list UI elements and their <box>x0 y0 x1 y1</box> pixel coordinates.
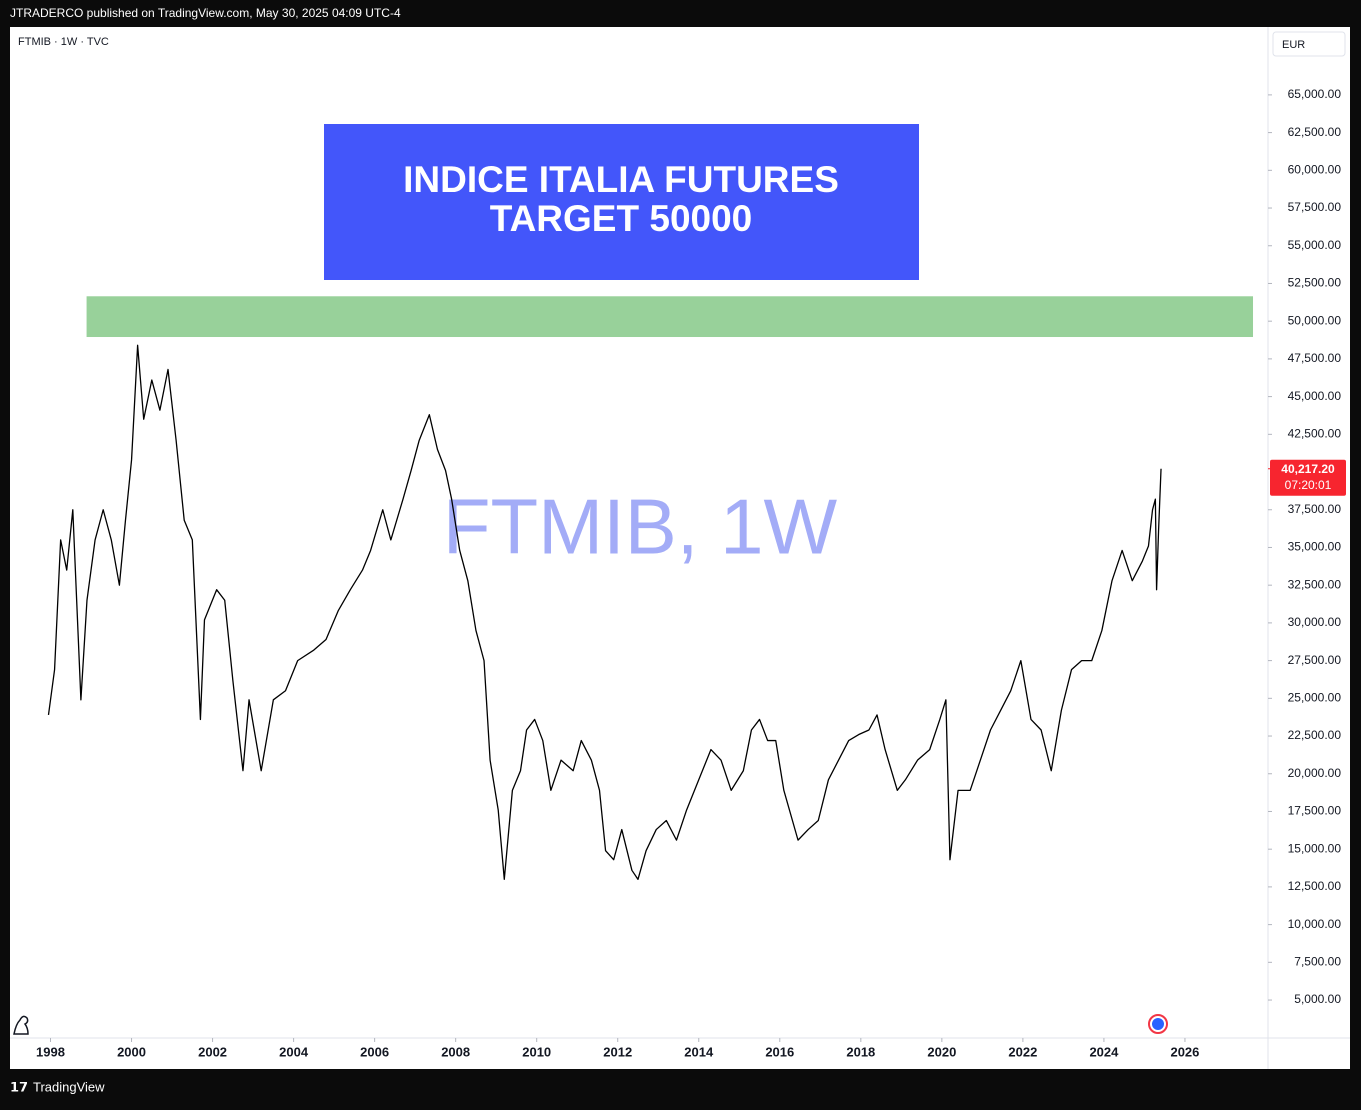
x-tick-label: 2000 <box>117 1044 146 1059</box>
globe-inner <box>1152 1018 1164 1030</box>
y-tick-label: 27,500.00 <box>1288 653 1342 667</box>
plot: 5,000.00 7,500.00 10,000.00 12,500.00 15,000… <box>36 87 1346 1059</box>
y-tick-label: 25,000.00 <box>1288 690 1342 704</box>
y-tick-label: 20,000.00 <box>1288 766 1342 780</box>
x-tick-label: 2020 <box>927 1044 956 1059</box>
y-tick-label: 62,500.00 <box>1288 125 1342 139</box>
currency-box[interactable] <box>1272 31 1346 57</box>
tv-logo-icon <box>13 1015 29 1035</box>
x-tick-label: 2004 <box>279 1044 309 1059</box>
y-tick-label: 47,500.00 <box>1288 351 1342 365</box>
target-zone <box>86 296 1254 338</box>
y-tick-label: 37,500.00 <box>1288 502 1342 516</box>
x-tick-label: 2026 <box>1170 1044 1199 1059</box>
y-tick-label: 45,000.00 <box>1288 389 1342 403</box>
banner-text: INDICE ITALIA FUTURES <box>403 159 839 200</box>
x-tick-label: 2018 <box>846 1044 875 1059</box>
y-tick-label: 60,000.00 <box>1288 162 1342 176</box>
globe-icon[interactable] <box>1148 1014 1168 1034</box>
x-tick-label: 2008 <box>441 1044 470 1059</box>
watermark: FTMIB, 1W <box>443 483 838 571</box>
y-tick-label: 5,000.00 <box>1294 992 1341 1006</box>
x-tick-label: 1998 <box>36 1044 65 1059</box>
y-tick-label: 10,000.00 <box>1288 917 1342 931</box>
logo-shape <box>13 1015 29 1035</box>
x-tick-label: 2014 <box>684 1044 714 1059</box>
y-tick-label: 35,000.00 <box>1288 540 1342 554</box>
last-price-tag <box>1270 459 1346 496</box>
banner-text: TARGET 50000 <box>490 198 753 239</box>
symbol-header: FTMIB · 1W · TVC <box>18 36 109 48</box>
last-price-label: 40,217.20 <box>1281 462 1335 476</box>
x-tick-label: 2016 <box>765 1044 794 1059</box>
y-tick-label: 32,500.00 <box>1288 577 1342 591</box>
x-tick-label: 2006 <box>360 1044 389 1059</box>
y-tick-label: 12,500.00 <box>1288 879 1342 893</box>
tv-mark: 𝟭𝟳 <box>10 1079 28 1094</box>
y-tick-label: 22,500.00 <box>1288 728 1342 742</box>
footer-brand: TradingView <box>33 1079 105 1094</box>
y-tick-label: 7,500.00 <box>1294 954 1341 968</box>
y-tick-label: 65,000.00 <box>1288 87 1342 101</box>
currency: EUR <box>1282 39 1305 51</box>
y-tick-label: 52,500.00 <box>1288 276 1342 290</box>
countdown: 07:20:01 <box>1285 478 1332 492</box>
x-tick-label: 2002 <box>198 1044 227 1059</box>
x-tick-label: 2012 <box>603 1044 632 1059</box>
y-tick-label: 50,000.00 <box>1288 313 1342 327</box>
x-tick-label: 2022 <box>1008 1044 1037 1059</box>
y-tick-label: 57,500.00 <box>1288 200 1342 214</box>
price-line <box>47 344 1162 880</box>
y-tick-label: 55,000.00 <box>1288 238 1342 252</box>
y-tick-label: 15,000.00 <box>1288 841 1342 855</box>
y-tick-label: 42,500.00 <box>1288 426 1342 440</box>
x-tick-label: 2010 <box>522 1044 551 1059</box>
y-tick-label: 17,500.00 <box>1288 804 1342 818</box>
banner-box <box>324 124 919 280</box>
publisher-info: JTRADERCO published on TradingView.com, … <box>10 6 401 20</box>
x-tick-label: 2024 <box>1089 1044 1119 1059</box>
y-tick-label: 30,000.00 <box>1288 615 1342 629</box>
